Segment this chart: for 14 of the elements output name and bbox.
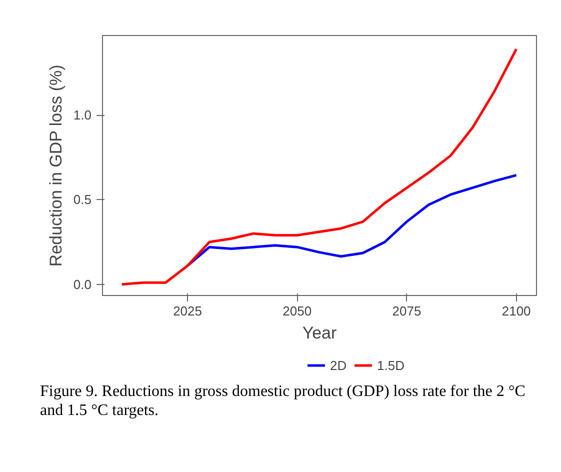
line-series	[186, 174, 518, 267]
x-tick-label: 2050	[282, 304, 312, 318]
y-axis-title: Reduction in GDP loss (%)	[46, 64, 66, 267]
x-tick-label: 2100	[502, 304, 531, 318]
y-tick-label: 1.0	[73, 108, 92, 123]
line-series	[120, 48, 518, 286]
x-tick-label: 2075	[392, 304, 422, 318]
x-tick-label: 2025	[173, 304, 202, 318]
x-axis-title: Year	[302, 324, 338, 342]
y-tick-label: 0.5	[73, 192, 92, 208]
y-tick-label: 0.0	[73, 276, 92, 292]
caption: Figure 9. Reductions in gross domestic product (GDP) loss rate for the 2 °C and 1.5 °C targets.	[40, 382, 526, 420]
legend-label: 1.5D	[377, 358, 404, 372]
legend-label: 2D	[330, 358, 348, 372]
